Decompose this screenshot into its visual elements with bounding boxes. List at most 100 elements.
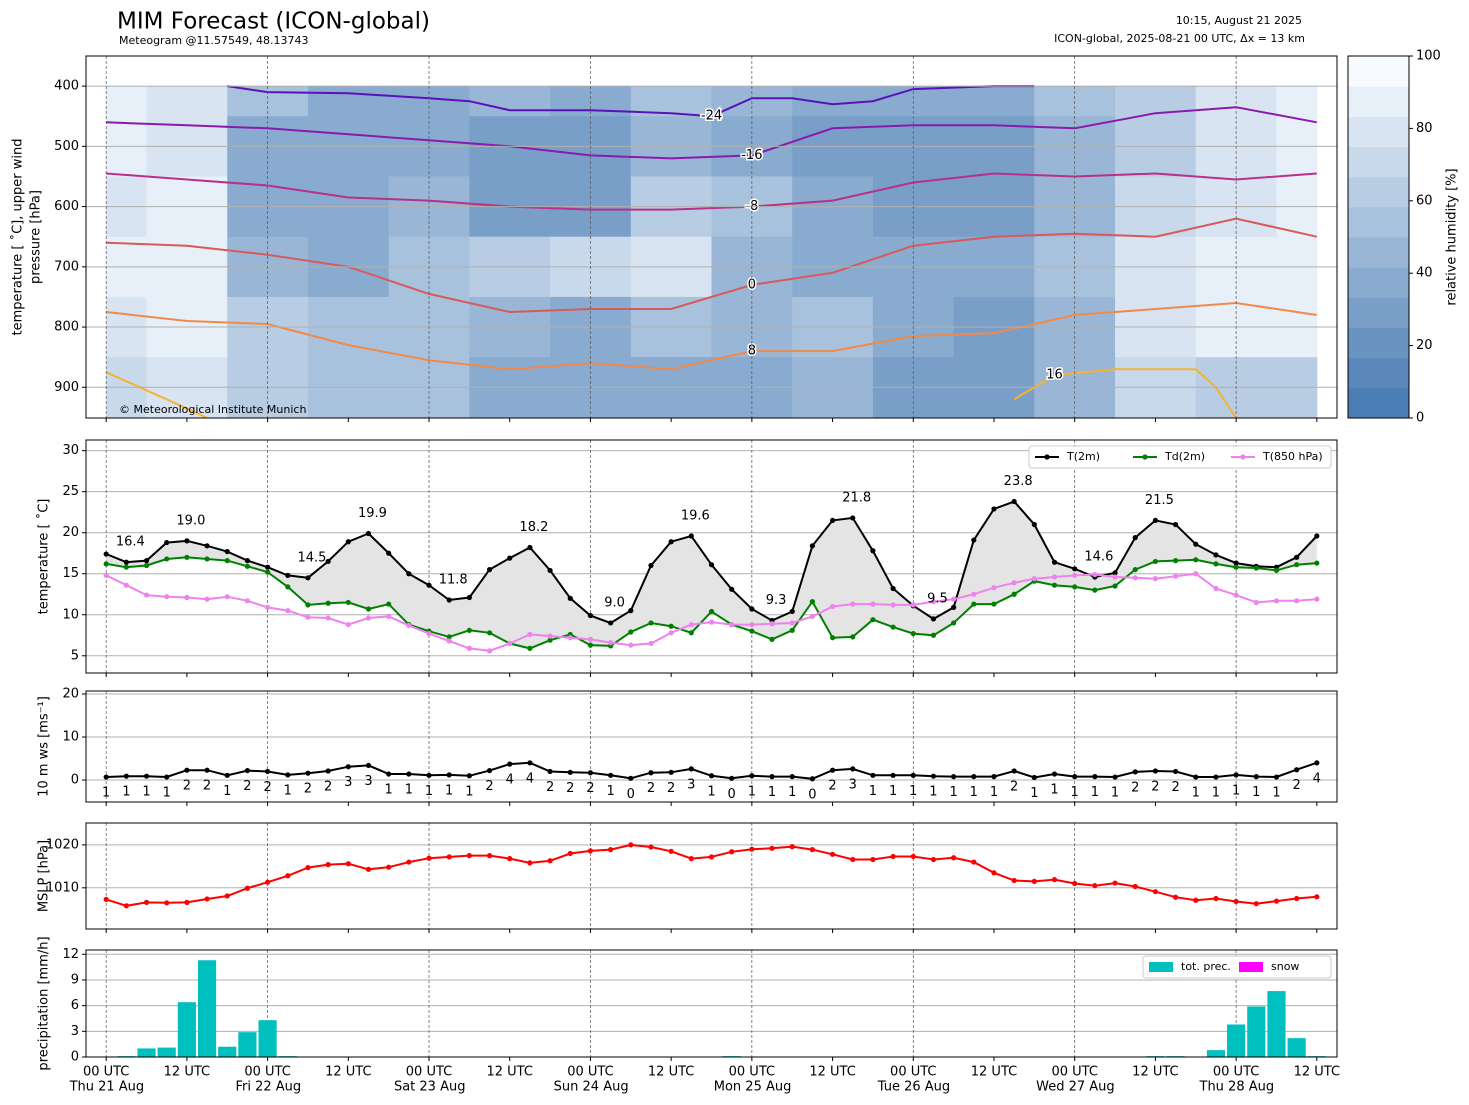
extreme-label: 21.5	[1145, 493, 1174, 508]
data-point	[749, 773, 755, 779]
data-point	[587, 642, 594, 648]
data-point	[365, 530, 372, 537]
data-point	[1314, 596, 1320, 602]
data-point	[406, 622, 412, 629]
colorbar-tick-label: 80	[1416, 121, 1433, 136]
value-label: 4	[506, 773, 514, 788]
data-point	[123, 903, 129, 909]
data-point	[305, 602, 311, 608]
colorbar-band	[1348, 86, 1409, 117]
y-axis-label: 10 m ws [ms⁻¹]	[37, 696, 52, 797]
bar	[238, 1032, 257, 1057]
value-label: 1	[385, 783, 393, 798]
data-point	[930, 856, 937, 863]
data-point	[688, 766, 694, 772]
humidity-cell	[1115, 86, 1197, 117]
humidity-cell	[953, 86, 1035, 117]
value-label: 2	[304, 782, 312, 797]
plot-area	[86, 950, 1337, 1057]
data-point	[426, 582, 432, 588]
data-point	[547, 858, 553, 864]
data-point	[1193, 541, 1199, 547]
data-point	[991, 774, 997, 780]
value-label: 1	[465, 784, 473, 799]
data-point	[204, 556, 210, 562]
copyright: © Meteorological Institute Munich	[119, 403, 306, 416]
value-label: 2	[324, 780, 332, 795]
y-tick-label: 600	[54, 199, 79, 214]
value-label: 1	[606, 784, 614, 799]
value-label: 1	[425, 784, 433, 799]
value-label: 1	[445, 783, 453, 798]
data-point	[446, 854, 452, 860]
data-point	[567, 635, 573, 641]
data-point	[567, 769, 573, 775]
data-point	[850, 634, 856, 640]
data-point	[971, 591, 977, 597]
bar	[1227, 1024, 1246, 1057]
data-point	[164, 539, 170, 546]
data-point	[688, 856, 694, 862]
value-label: 1	[1111, 786, 1119, 801]
value-label: 3	[364, 774, 372, 789]
extreme-label: 14.6	[1084, 550, 1113, 565]
x-tick-label: 12 UTC	[1132, 1065, 1178, 1080]
data-point	[345, 539, 351, 545]
data-point	[224, 558, 230, 564]
data-point	[426, 772, 432, 778]
y-tick-label: 1010	[46, 880, 79, 895]
extreme-label: 21.8	[842, 490, 871, 505]
value-label: 2	[1171, 780, 1179, 795]
data-point	[325, 768, 331, 774]
extreme-label: 14.5	[297, 550, 326, 565]
value-label: 2	[586, 781, 594, 796]
data-point	[325, 600, 331, 606]
data-point	[264, 569, 271, 575]
data-point	[1172, 894, 1179, 900]
data-point	[1031, 521, 1037, 528]
value-label: 1	[1212, 786, 1220, 801]
data-point	[850, 766, 856, 772]
value-label: 1	[929, 785, 937, 800]
data-point	[910, 853, 916, 860]
y-tick-label: 800	[54, 320, 79, 335]
data-point	[749, 621, 755, 628]
data-point	[1193, 774, 1199, 780]
data-point	[1152, 576, 1159, 582]
data-point	[829, 517, 836, 524]
data-point	[204, 767, 210, 773]
value-label: 2	[1010, 780, 1018, 795]
data-point	[1273, 567, 1280, 574]
colorbar-band	[1348, 176, 1409, 208]
data-point	[910, 772, 916, 778]
y-axis-label: precipitation [mm/h]	[37, 936, 52, 1070]
data-point	[567, 850, 573, 857]
panel-frame	[85, 439, 1338, 674]
plot-layer	[86, 691, 1337, 802]
data-point	[285, 584, 291, 590]
value-label: 1	[1091, 785, 1099, 800]
data-point	[971, 537, 977, 543]
data-point	[971, 774, 977, 780]
date-label: Thu 21 Aug	[69, 1080, 145, 1095]
panel: -24-16-80816© Meteorological Institute M…	[10, 55, 1338, 422]
extreme-label: 11.8	[439, 572, 468, 587]
data-point	[930, 773, 937, 779]
colorbar-band	[1348, 237, 1409, 268]
data-point	[406, 571, 412, 577]
bar	[1247, 1006, 1266, 1057]
colorbar-band	[1348, 206, 1409, 238]
colorbar-tick-label: 40	[1416, 266, 1433, 281]
data-point	[1233, 898, 1239, 905]
value-label: 1	[990, 785, 998, 800]
y-tick-label: 500	[54, 139, 79, 154]
data-point	[1253, 565, 1259, 571]
humidity-cell	[792, 357, 874, 418]
data-point	[789, 627, 795, 633]
data-point	[1051, 574, 1058, 580]
data-point	[244, 598, 251, 604]
extreme-label: 9.0	[604, 595, 625, 610]
data-point	[184, 594, 190, 601]
data-point	[608, 640, 614, 646]
